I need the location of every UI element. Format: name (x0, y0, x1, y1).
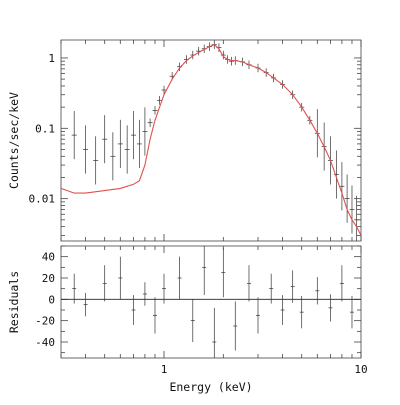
spectrum-panel-frame (60, 39, 362, 242)
residuals-panel-frame (60, 245, 362, 359)
residuals-x-tick-label: 10 (354, 363, 367, 376)
spectrum-y-axis-label: Counts/sec/keV (7, 92, 21, 189)
spectrum-y-tick-label: 0.1 (35, 122, 55, 135)
residuals-y-tick-label: 0 (48, 293, 55, 306)
residuals-y-tick-label: 40 (42, 251, 55, 264)
residuals-y-tick-label: -40 (35, 336, 55, 349)
spectrum-model-line (60, 43, 362, 236)
spectrum-y-tick-label: 1 (48, 52, 55, 65)
residuals-y-tick-label: 20 (42, 272, 55, 285)
residuals-x-tick-label: 1 (161, 363, 168, 376)
spectrum-y-tick-label: 0.01 (29, 193, 56, 206)
x-axis-label: Energy (keV) (169, 380, 252, 394)
residuals-y-tick-label: -20 (35, 315, 55, 328)
residuals-y-axis-label: Residuals (7, 271, 21, 333)
